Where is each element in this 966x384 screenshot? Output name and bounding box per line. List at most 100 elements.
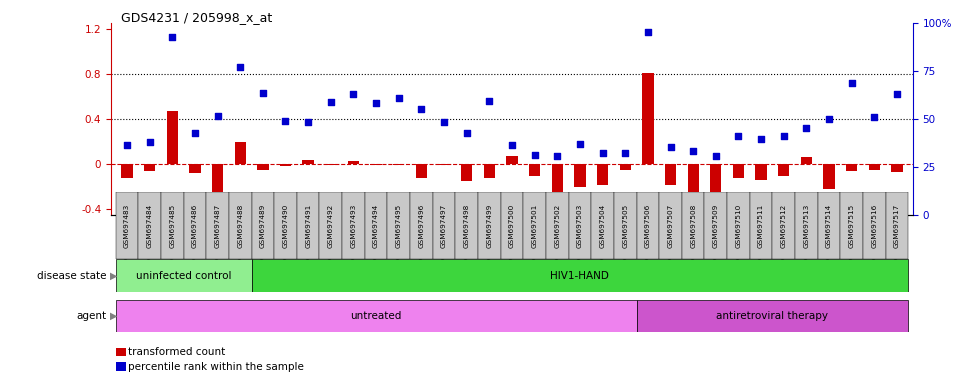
Bar [682,192,704,259]
Bar [116,259,251,292]
Bar [524,192,546,259]
Text: GSM697506: GSM697506 [645,204,651,248]
Bar [642,73,654,164]
Text: GSM697517: GSM697517 [894,204,900,248]
Point [550,153,565,159]
Point [323,99,338,105]
Text: GSM697483: GSM697483 [124,204,130,248]
Bar [750,192,773,259]
Point [867,114,882,120]
Text: GSM697490: GSM697490 [282,204,289,248]
Bar [868,164,880,170]
Bar [342,192,365,259]
Text: GSM697485: GSM697485 [169,204,175,248]
Bar [184,192,206,259]
Point [300,119,316,126]
Bar [892,164,902,172]
Bar [688,164,698,192]
Point [844,80,860,86]
Bar [500,192,524,259]
Point [663,144,678,151]
Point [753,136,769,142]
Bar [326,164,336,166]
Text: GSM697484: GSM697484 [147,204,153,248]
Text: GSM697501: GSM697501 [531,204,538,248]
Text: GSM697487: GSM697487 [214,204,220,248]
Text: GSM697516: GSM697516 [871,204,877,248]
Bar [801,157,812,164]
Bar [370,164,382,166]
Text: GSM697494: GSM697494 [373,204,379,248]
Text: GSM697512: GSM697512 [781,204,786,248]
Point [640,29,656,35]
Bar [840,192,863,259]
Bar [665,164,676,185]
Bar [823,164,835,189]
Bar [122,164,132,178]
Bar [365,192,387,259]
Bar [574,164,585,187]
Point [504,142,520,148]
Point [210,113,225,119]
Text: GSM697498: GSM697498 [464,204,469,248]
Bar [235,142,246,164]
Bar [251,192,274,259]
Bar [704,192,727,259]
Bar [478,192,500,259]
Bar [144,164,156,171]
Point [164,33,180,40]
Text: GSM697492: GSM697492 [327,204,334,248]
Bar [484,164,495,178]
Bar [116,300,637,332]
Point [278,118,294,124]
Bar [659,192,682,259]
Bar [886,192,908,259]
Text: GSM697514: GSM697514 [826,204,832,248]
Bar [257,164,269,170]
Point [572,141,587,147]
Bar [280,164,291,167]
Bar [161,192,184,259]
Bar [274,192,297,259]
Text: untreated: untreated [351,311,402,321]
Point [890,91,905,97]
Text: GSM697500: GSM697500 [509,204,515,248]
Bar [297,192,320,259]
Text: GSM697504: GSM697504 [600,204,606,248]
Bar [387,192,410,259]
Bar [863,192,886,259]
Text: GSM697511: GSM697511 [758,204,764,248]
Bar [727,192,750,259]
Bar [773,192,795,259]
Bar [415,164,427,178]
Point [708,153,724,159]
Point [776,133,791,139]
Text: GSM697505: GSM697505 [622,204,628,248]
Bar [733,164,744,178]
Bar [818,192,840,259]
Point [617,150,633,156]
Bar [506,156,518,164]
Point [459,129,474,136]
Point [595,150,611,156]
Text: GSM697499: GSM697499 [486,204,493,248]
Text: GSM697488: GSM697488 [238,204,243,248]
Bar [410,192,433,259]
Bar [755,164,767,180]
Bar [637,300,908,332]
Point [346,91,361,97]
Point [368,100,384,106]
Point [142,139,157,145]
Bar [591,192,614,259]
Text: GSM697507: GSM697507 [668,204,673,248]
Text: GSM697502: GSM697502 [554,204,560,248]
Point [730,133,746,139]
Bar [433,192,455,259]
Bar [461,164,472,181]
Point [255,90,270,96]
Bar [251,259,908,292]
Bar [619,164,631,170]
Bar [393,164,405,166]
Point [187,129,203,136]
Text: GSM697515: GSM697515 [849,204,855,248]
